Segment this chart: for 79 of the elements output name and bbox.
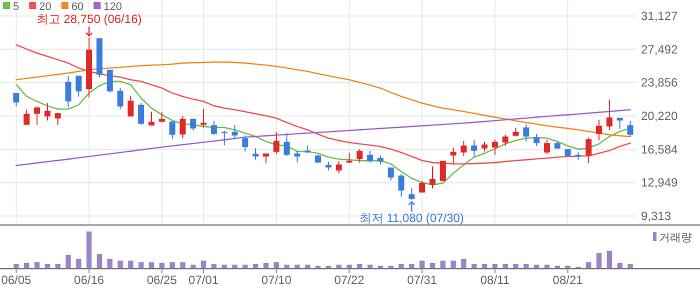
bar	[524, 264, 529, 268]
bar	[502, 264, 508, 268]
bar	[138, 262, 144, 268]
bar	[44, 264, 50, 268]
x-tick-label: 08/21	[552, 273, 584, 287]
bar	[409, 264, 414, 268]
bar	[107, 258, 112, 268]
legend-label: 60	[71, 1, 84, 13]
bar	[606, 250, 612, 268]
bar	[617, 262, 622, 268]
bar	[492, 264, 498, 268]
bar	[430, 262, 436, 268]
bar	[76, 258, 82, 268]
x-tick-label: 06/16	[74, 273, 104, 287]
line-series	[16, 109, 631, 166]
bar	[472, 264, 477, 268]
bar	[34, 262, 40, 268]
legend-label: 120	[104, 1, 122, 13]
bar	[482, 264, 488, 268]
x-tick-label: 07/31	[407, 273, 438, 287]
x-tick-label: 07/22	[334, 273, 365, 287]
x-tick-label: 07/01	[188, 273, 219, 287]
bar	[159, 262, 165, 268]
bar	[55, 264, 60, 268]
bar	[596, 253, 602, 268]
bar	[586, 262, 592, 268]
legend-label: 5	[13, 1, 20, 13]
bar	[461, 258, 466, 268]
bar	[274, 262, 279, 268]
bar	[190, 264, 196, 268]
bar	[513, 264, 518, 268]
annotation: 최고 28,750 (06/16)	[36, 12, 142, 26]
bar	[305, 264, 310, 268]
bar	[284, 264, 290, 268]
bar	[14, 264, 19, 268]
bar	[336, 264, 342, 268]
bar	[263, 262, 269, 268]
y-tick-label: 9,313	[641, 208, 672, 223]
x-tick-label: 06/05	[1, 273, 32, 287]
bar	[357, 264, 362, 268]
bar	[450, 260, 456, 268]
bar	[544, 264, 550, 268]
bar	[86, 232, 92, 268]
bar	[96, 254, 102, 268]
y-tick-label: 12,949	[641, 176, 678, 190]
bar	[222, 264, 227, 268]
y-tick-label: 16,584	[641, 142, 678, 156]
bar	[148, 262, 154, 268]
y-tick-label: 31,127	[641, 8, 678, 23]
bar	[242, 264, 248, 268]
bar	[170, 262, 175, 268]
x-tick-label: 08/11	[480, 273, 510, 287]
bar	[440, 260, 446, 268]
x-tick-label: 06/25	[146, 273, 178, 287]
bar	[294, 264, 300, 268]
bar	[367, 264, 373, 268]
bar	[232, 264, 238, 268]
bar	[118, 260, 123, 268]
bar	[180, 262, 186, 268]
legend-label: 20	[39, 1, 52, 13]
y-tick-label: 23,856	[641, 76, 678, 90]
x-tick-label: 07/10	[261, 273, 292, 287]
bar	[534, 264, 540, 268]
bar	[200, 260, 206, 268]
bar	[628, 264, 633, 268]
legend: 거래량	[653, 232, 692, 244]
bar	[211, 264, 217, 268]
bar	[398, 264, 404, 268]
bar	[128, 260, 134, 268]
line-series	[16, 61, 631, 138]
bar	[252, 264, 258, 268]
y-tick-label: 20,220	[641, 108, 678, 123]
bar	[66, 254, 71, 268]
y-tick-label: 27,492	[641, 42, 678, 56]
bar	[24, 262, 30, 268]
bar	[346, 264, 352, 268]
annotation: 최저 11,080 (07/30)	[359, 210, 464, 225]
bar	[419, 260, 425, 268]
legend-label: 거래량	[659, 232, 692, 244]
